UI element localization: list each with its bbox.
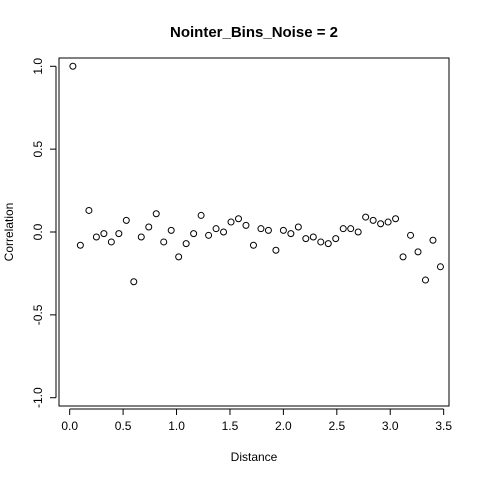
x-tick-label: 1.5: [222, 419, 239, 433]
data-point: [347, 225, 355, 233]
chart-title: Nointer_Bins_Noise = 2: [170, 24, 338, 41]
data-point: [309, 233, 317, 241]
data-point: [436, 263, 444, 271]
x-tick-label: 0.0: [61, 419, 78, 433]
data-point: [414, 248, 422, 256]
x-tick-label: 2.0: [275, 419, 292, 433]
data-point: [294, 223, 302, 231]
data-point: [264, 226, 272, 234]
data-point: [190, 230, 198, 238]
y-tick-label: 0.5: [31, 140, 45, 157]
data-point: [257, 225, 265, 233]
data-point: [392, 215, 400, 223]
data-point: [362, 213, 370, 221]
data-point: [100, 230, 108, 238]
x-tick-label: 2.5: [328, 419, 345, 433]
data-point: [122, 216, 130, 224]
data-point: [317, 238, 325, 246]
plot-frame: [58, 57, 450, 407]
data-point: [85, 206, 93, 214]
data-point: [107, 238, 115, 246]
y-tick-label: 0.0: [31, 223, 45, 240]
y-tick-label: -1.0: [31, 387, 45, 408]
data-point: [160, 238, 168, 246]
y-axis-label: Correlation: [2, 203, 16, 262]
data-point: [279, 226, 287, 234]
data-point: [227, 218, 235, 226]
data-point: [384, 218, 392, 226]
data-point: [167, 226, 175, 234]
data-points: [69, 62, 444, 286]
data-point: [92, 233, 100, 241]
data-point: [339, 225, 347, 233]
data-point: [69, 62, 77, 70]
data-point: [377, 220, 385, 228]
x-tick-label: 3.5: [435, 419, 452, 433]
x-axis: 0.0 0.5 1.0 1.5 2.0 2.5 3.0 3.5: [61, 408, 452, 433]
data-point: [197, 211, 205, 219]
data-point: [354, 228, 362, 236]
data-point: [324, 240, 332, 248]
data-point: [152, 210, 160, 218]
data-point: [249, 241, 257, 249]
y-axis: -1.0 -0.5 0.0 0.5 1.0: [31, 58, 57, 408]
data-point: [332, 235, 340, 243]
data-point: [369, 216, 377, 224]
data-point: [76, 241, 84, 249]
data-point: [205, 231, 213, 239]
data-point: [130, 278, 138, 286]
data-point: [421, 276, 429, 284]
x-axis-label: Distance: [231, 450, 278, 464]
x-tick-label: 1.0: [168, 419, 185, 433]
y-tick-label: 1.0: [31, 58, 45, 75]
data-point: [115, 230, 123, 238]
data-point: [429, 236, 437, 244]
data-point: [182, 240, 190, 248]
data-point: [399, 253, 407, 261]
data-point: [302, 235, 310, 243]
data-point: [220, 228, 228, 236]
data-point: [272, 246, 280, 254]
data-point: [175, 253, 183, 261]
data-point: [212, 225, 220, 233]
data-point: [287, 230, 295, 238]
data-point: [137, 233, 145, 241]
data-point: [407, 231, 415, 239]
x-tick-label: 3.0: [382, 419, 399, 433]
data-point: [235, 215, 243, 223]
y-tick-label: -0.5: [31, 304, 45, 325]
data-point: [242, 221, 250, 229]
x-tick-label: 0.5: [115, 419, 132, 433]
data-point: [145, 223, 153, 231]
